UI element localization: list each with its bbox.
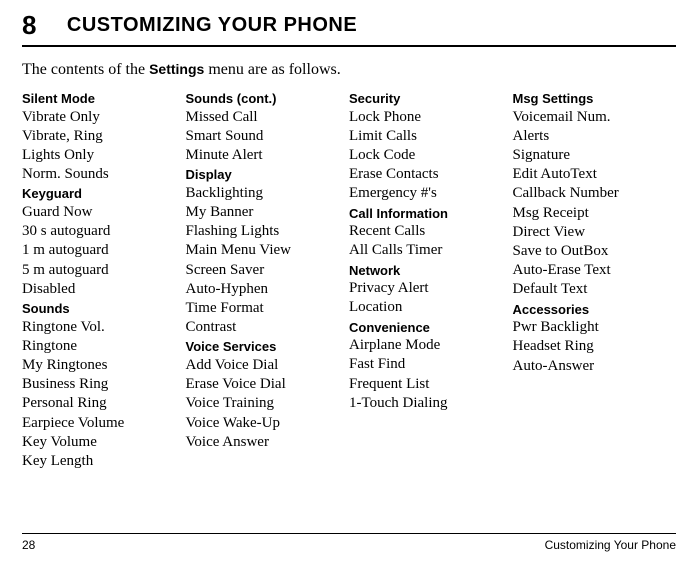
heading-keyguard: Keyguard bbox=[22, 186, 178, 203]
list-item: Erase Contacts bbox=[349, 165, 505, 184]
footer-row: 28 Customizing Your Phone bbox=[22, 538, 676, 552]
list-item: Auto-Hyphen bbox=[186, 280, 342, 299]
heading-convenience: Convenience bbox=[349, 320, 505, 337]
list-item: Headset Ring bbox=[513, 337, 669, 356]
list-item: Emergency #'s bbox=[349, 184, 505, 203]
heading-voice-services: Voice Services bbox=[186, 339, 342, 356]
list-item: 30 s autoguard bbox=[22, 222, 178, 241]
list-item: Callback Number bbox=[513, 184, 669, 203]
list-item: Recent Calls bbox=[349, 222, 505, 241]
list-item: My Ringtones bbox=[22, 356, 178, 375]
list-item: Signature bbox=[513, 146, 669, 165]
list-item: Auto-Erase Text bbox=[513, 261, 669, 280]
list-item: Time Format bbox=[186, 299, 342, 318]
list-item: Lights Only bbox=[22, 146, 178, 165]
intro-pre: The contents of the bbox=[22, 61, 149, 78]
list-item: 1-Touch Dialing bbox=[349, 394, 505, 413]
list-item: 5 m autoguard bbox=[22, 261, 178, 280]
list-item: Earpiece Volume bbox=[22, 414, 178, 433]
list-item: Voice Training bbox=[186, 394, 342, 413]
list-item: Direct View bbox=[513, 223, 669, 242]
chapter-title: CUSTOMIZING YOUR PHONE bbox=[67, 14, 357, 37]
column-1: Silent Mode Vibrate Only Vibrate, Ring L… bbox=[22, 89, 186, 471]
list-item: Smart Sound bbox=[186, 127, 342, 146]
list-item: Save to OutBox bbox=[513, 242, 669, 261]
list-item: Vibrate Only bbox=[22, 108, 178, 127]
heading-network: Network bbox=[349, 263, 505, 280]
list-item: Add Voice Dial bbox=[186, 356, 342, 375]
column-3: Security Lock Phone Limit Calls Lock Cod… bbox=[349, 89, 513, 471]
list-item: Pwr Backlight bbox=[513, 318, 669, 337]
footer: 28 Customizing Your Phone bbox=[22, 533, 676, 552]
list-item: Voice Wake-Up bbox=[186, 414, 342, 433]
list-item: Alerts bbox=[513, 127, 669, 146]
list-item: Key Volume bbox=[22, 433, 178, 452]
footer-title: Customizing Your Phone bbox=[545, 538, 676, 552]
chapter-header: 8 CUSTOMIZING YOUR PHONE bbox=[22, 10, 676, 41]
list-item: Disabled bbox=[22, 280, 178, 299]
heading-call-information: Call Information bbox=[349, 206, 505, 223]
list-item: 1 m autoguard bbox=[22, 241, 178, 260]
list-item: Auto-Answer bbox=[513, 357, 669, 376]
list-item: Msg Receipt bbox=[513, 204, 669, 223]
heading-accessories: Accessories bbox=[513, 302, 669, 319]
heading-sounds-cont: Sounds (cont.) bbox=[186, 91, 342, 108]
list-item: Main Menu View bbox=[186, 241, 342, 260]
list-item: Key Length bbox=[22, 452, 178, 471]
list-item: Backlighting bbox=[186, 184, 342, 203]
intro-bold: Settings bbox=[149, 61, 204, 77]
list-item: Airplane Mode bbox=[349, 336, 505, 355]
list-item: Fast Find bbox=[349, 355, 505, 374]
footer-divider bbox=[22, 533, 676, 534]
list-item: Missed Call bbox=[186, 108, 342, 127]
list-item: Voice Answer bbox=[186, 433, 342, 452]
list-item: Privacy Alert bbox=[349, 279, 505, 298]
chapter-divider bbox=[22, 45, 676, 47]
list-item: Screen Saver bbox=[186, 261, 342, 280]
list-item: Voicemail Num. bbox=[513, 108, 669, 127]
chapter-number: 8 bbox=[22, 10, 36, 41]
list-item: Erase Voice Dial bbox=[186, 375, 342, 394]
intro-text: The contents of the Settings menu are as… bbox=[22, 61, 676, 79]
columns: Silent Mode Vibrate Only Vibrate, Ring L… bbox=[22, 89, 676, 471]
page: 8 CUSTOMIZING YOUR PHONE The contents of… bbox=[0, 0, 698, 564]
column-2: Sounds (cont.) Missed Call Smart Sound M… bbox=[186, 89, 350, 471]
list-item: My Banner bbox=[186, 203, 342, 222]
page-number: 28 bbox=[22, 538, 35, 552]
list-item: Frequent List bbox=[349, 375, 505, 394]
heading-display: Display bbox=[186, 167, 342, 184]
heading-sounds: Sounds bbox=[22, 301, 178, 318]
list-item: Edit AutoText bbox=[513, 165, 669, 184]
list-item: Vibrate, Ring bbox=[22, 127, 178, 146]
list-item: Guard Now bbox=[22, 203, 178, 222]
list-item: Flashing Lights bbox=[186, 222, 342, 241]
list-item: Location bbox=[349, 298, 505, 317]
list-item: Norm. Sounds bbox=[22, 165, 178, 184]
list-item: Ringtone Vol. bbox=[22, 318, 178, 337]
heading-msg-settings: Msg Settings bbox=[513, 91, 669, 108]
list-item: All Calls Timer bbox=[349, 241, 505, 260]
list-item: Minute Alert bbox=[186, 146, 342, 165]
heading-silent-mode: Silent Mode bbox=[22, 91, 178, 108]
list-item: Lock Code bbox=[349, 146, 505, 165]
list-item: Personal Ring bbox=[22, 394, 178, 413]
list-item: Contrast bbox=[186, 318, 342, 337]
column-4: Msg Settings Voicemail Num. Alerts Signa… bbox=[513, 89, 677, 471]
heading-security: Security bbox=[349, 91, 505, 108]
list-item: Default Text bbox=[513, 280, 669, 299]
list-item: Ringtone bbox=[22, 337, 178, 356]
list-item: Limit Calls bbox=[349, 127, 505, 146]
intro-post: menu are as follows. bbox=[204, 61, 340, 78]
list-item: Business Ring bbox=[22, 375, 178, 394]
list-item: Lock Phone bbox=[349, 108, 505, 127]
